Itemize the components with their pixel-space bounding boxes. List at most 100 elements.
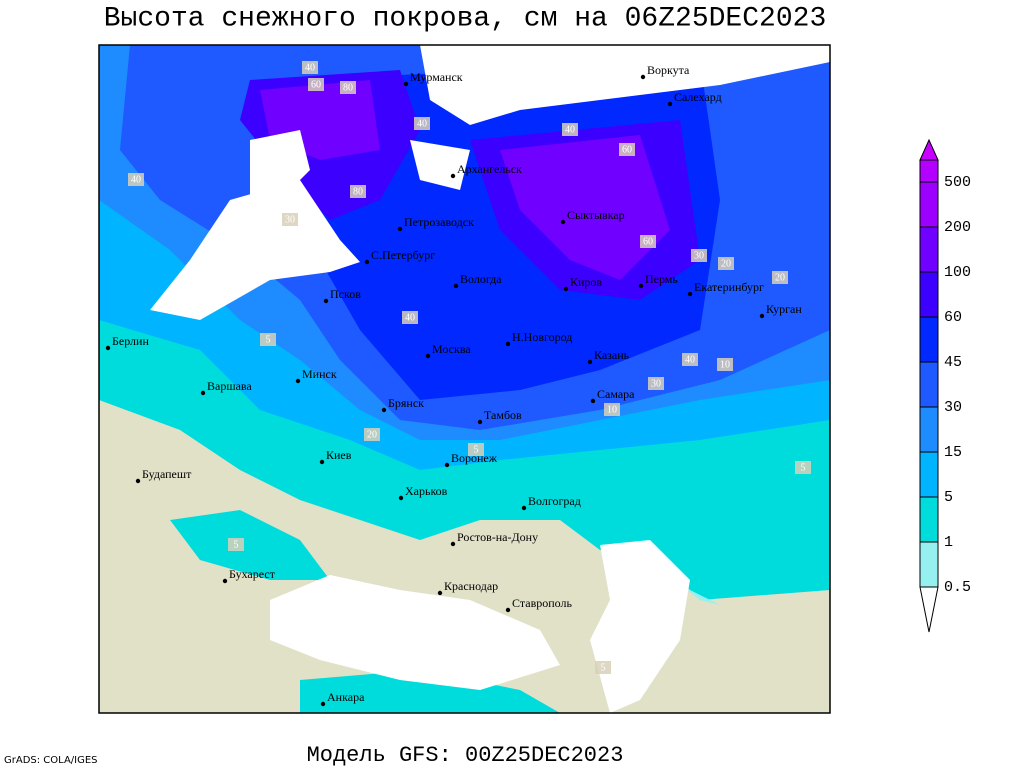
city-dot	[590, 398, 596, 404]
city-label: Архангельск	[457, 162, 522, 176]
city-dot	[222, 578, 228, 584]
city-dot	[640, 74, 646, 80]
city-dot	[200, 390, 206, 396]
contour-label: 60	[622, 144, 632, 155]
colorbar: 500 200 100 60 45 30 15 5 1 0.5	[919, 138, 971, 633]
contour-label-box	[364, 428, 380, 441]
contour-label-box	[308, 78, 324, 91]
city-dot	[453, 283, 459, 289]
map-area	[98, 44, 831, 714]
city-label: Н.Новгород	[512, 330, 572, 344]
city-dot	[105, 345, 111, 351]
city-label: Будапешт	[142, 467, 192, 481]
city-dot	[667, 101, 673, 107]
contour-label-box	[682, 353, 698, 366]
contour-label: 60	[643, 236, 653, 247]
city-dot	[450, 173, 456, 179]
contour-label: 10	[607, 404, 617, 415]
city-label: Екатеринбург	[694, 280, 764, 294]
city-label: Берлин	[112, 334, 149, 348]
city-label: Воркута	[647, 63, 690, 77]
colorbar-label: 500	[944, 174, 971, 191]
contour-label: 30	[285, 214, 295, 225]
city-label: Казань	[594, 348, 630, 362]
city-label: Воронеж	[451, 451, 498, 465]
city-dot	[560, 219, 566, 225]
credit: GrADS: COLA/IGES	[4, 755, 98, 766]
city-label: Мурманск	[410, 70, 463, 84]
colorbar-segment	[919, 451, 939, 498]
city-dot	[320, 701, 326, 707]
contour-label-box	[604, 403, 620, 416]
city-label: Пермь	[645, 272, 678, 286]
contour-label: 5	[234, 539, 239, 550]
city-label: Краснодар	[444, 579, 498, 593]
city-label: Тамбов	[484, 408, 522, 422]
colorbar-segment	[919, 271, 939, 318]
city-label: Ростов-на-Дону	[457, 530, 538, 544]
footer: Модель GFS: 00Z25DEC2023	[307, 743, 624, 768]
city-label: Самара	[597, 387, 635, 401]
city-dot	[563, 286, 569, 292]
city-dot	[381, 407, 387, 413]
city-dot	[398, 495, 404, 501]
colorbar-top	[919, 138, 939, 161]
contour-label-box	[260, 333, 276, 346]
city-dot	[505, 607, 511, 613]
contour-label-box	[468, 443, 484, 456]
title: Высота снежного покрова, см на 06Z25DEC2…	[104, 3, 827, 34]
contour-label: 5	[601, 662, 606, 673]
contour-label: 40	[131, 174, 141, 185]
city-label: Волгоград	[528, 494, 581, 508]
contour-label: 20	[367, 429, 377, 440]
colorbar-label: 15	[944, 444, 962, 461]
contour-label-box	[640, 235, 656, 248]
contour-label-box	[228, 538, 244, 551]
city-dot	[477, 419, 483, 425]
colorbar-bottom	[919, 586, 939, 633]
colorbar-segment	[919, 181, 939, 228]
contour-label-box	[772, 271, 788, 284]
city-dot	[135, 478, 141, 484]
contour-label: 5	[801, 462, 806, 473]
contour-label: 40	[405, 312, 415, 323]
colorbar-label: 60	[944, 309, 962, 326]
contour-label: 40	[565, 124, 575, 135]
city-label: Анкара	[327, 690, 365, 704]
contour-label-box	[128, 173, 144, 186]
city-dot	[687, 291, 693, 297]
colorbar-segment	[919, 361, 939, 408]
city-label: Ставрополь	[512, 596, 572, 610]
contour-label: 80	[343, 82, 353, 93]
city-dot	[505, 341, 511, 347]
city-dot	[638, 283, 644, 289]
contour-label-box	[648, 377, 664, 390]
contour-label: 5	[266, 334, 271, 345]
city-label: Киев	[326, 448, 352, 462]
contour-label: 60	[311, 79, 321, 90]
colorbar-label: 200	[944, 219, 971, 236]
city-dot	[323, 298, 329, 304]
contour-label-box	[302, 61, 318, 74]
contour-label: 20	[775, 272, 785, 283]
city-dot	[437, 590, 443, 596]
colorbar-label: 30	[944, 399, 962, 416]
city-label: Петрозаводск	[404, 215, 474, 229]
contour-label: 10	[720, 359, 730, 370]
city-dot	[403, 81, 409, 87]
city-layer: Мурманск Воркута Салехард Архангельск Петроз…	[105, 63, 802, 707]
city-label: Варшава	[207, 379, 252, 393]
city-label: Харьков	[405, 484, 448, 498]
contour-label-box	[717, 358, 733, 371]
contour-label: 40	[417, 118, 427, 129]
contour-label: 20	[721, 258, 731, 269]
city-label: Брянск	[388, 396, 424, 410]
city-dot	[444, 462, 450, 468]
colorbar-segment	[919, 541, 939, 588]
city-label: Салехард	[674, 90, 722, 104]
colorbar-label: 45	[944, 354, 962, 371]
city-label: Москва	[432, 342, 471, 356]
city-label: Сыктывкар	[567, 208, 625, 222]
colorbar-label: 5	[944, 489, 953, 506]
colorbar-label: 100	[944, 264, 971, 281]
